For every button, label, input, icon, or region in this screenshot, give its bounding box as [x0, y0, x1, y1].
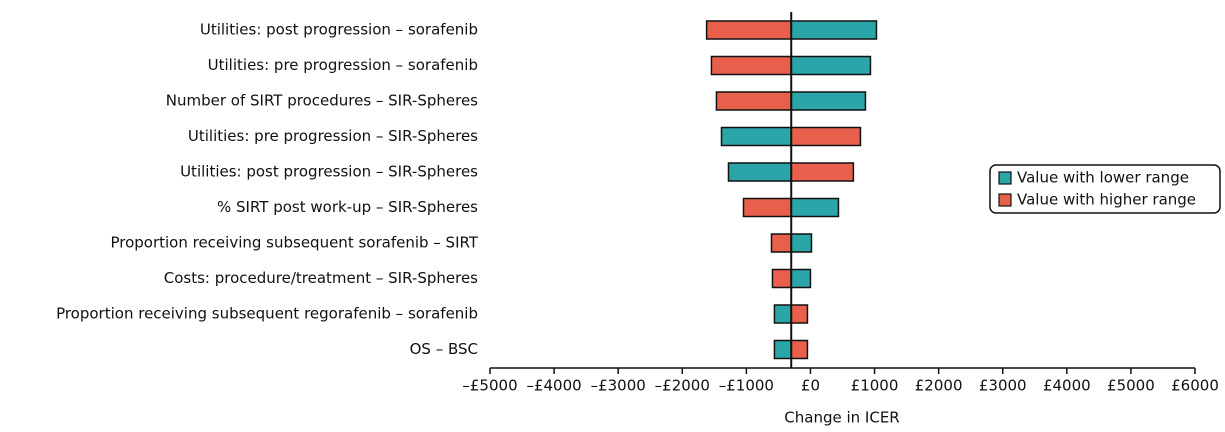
legend-label: Value with higher range — [1017, 191, 1196, 209]
bar — [790, 20, 878, 40]
bar — [790, 233, 813, 253]
legend-swatch — [998, 171, 1012, 185]
category-label: Utilities: post progression – sorafenib — [200, 21, 478, 39]
x-tick-label: £4000 — [1043, 377, 1091, 395]
x-tick-label: –£5000 — [462, 377, 517, 395]
x-tick-label: –£2000 — [655, 377, 710, 395]
bar — [771, 268, 792, 289]
category-label: Utilities: pre progression – sorafenib — [208, 56, 478, 74]
category-label: Utilities: pre progression – SIR-Spheres — [188, 127, 478, 145]
bar — [773, 304, 792, 324]
x-tick-label: –£3000 — [591, 377, 646, 395]
category-label: OS – BSC — [410, 340, 478, 358]
category-label: % SIRT post work-up – SIR-Spheres — [217, 198, 478, 216]
x-tick-label: £1000 — [851, 377, 899, 395]
bar — [790, 91, 867, 111]
bar — [727, 162, 792, 182]
x-tick-label: £0 — [801, 377, 820, 395]
category-label: Costs: procedure/treatment – SIR-Spheres — [164, 269, 478, 287]
bar — [773, 339, 792, 360]
category-label: Proportion receiving subsequent regorafe… — [56, 305, 478, 323]
x-tick-label: £3000 — [979, 377, 1027, 395]
bar — [715, 91, 792, 111]
x-tick-label: –£1000 — [719, 377, 774, 395]
x-tick-label: £2000 — [915, 377, 963, 395]
bar — [790, 55, 872, 76]
bar — [710, 55, 792, 76]
bar — [790, 162, 855, 182]
bar — [790, 197, 840, 218]
bar — [790, 304, 809, 324]
category-label: Proportion receiving subsequent sorafeni… — [110, 234, 478, 252]
bar — [742, 197, 792, 218]
bar — [720, 126, 792, 147]
legend-label: Value with lower range — [1017, 169, 1189, 187]
x-tick-label: £5000 — [1107, 377, 1155, 395]
bar — [790, 268, 812, 289]
legend-swatch — [998, 193, 1012, 207]
category-label: Number of SIRT procedures – SIR-Spheres — [166, 92, 478, 110]
bar — [790, 339, 809, 360]
x-axis-label: Change in ICER — [784, 409, 899, 427]
x-tick-label: –£4000 — [526, 377, 581, 395]
legend-box — [989, 164, 1221, 214]
x-tick-label: £6000 — [1171, 377, 1219, 395]
bar — [790, 126, 862, 147]
bar — [705, 20, 792, 40]
bar — [770, 233, 792, 253]
category-label: Utilities: post progression – SIR-Sphere… — [180, 163, 478, 181]
